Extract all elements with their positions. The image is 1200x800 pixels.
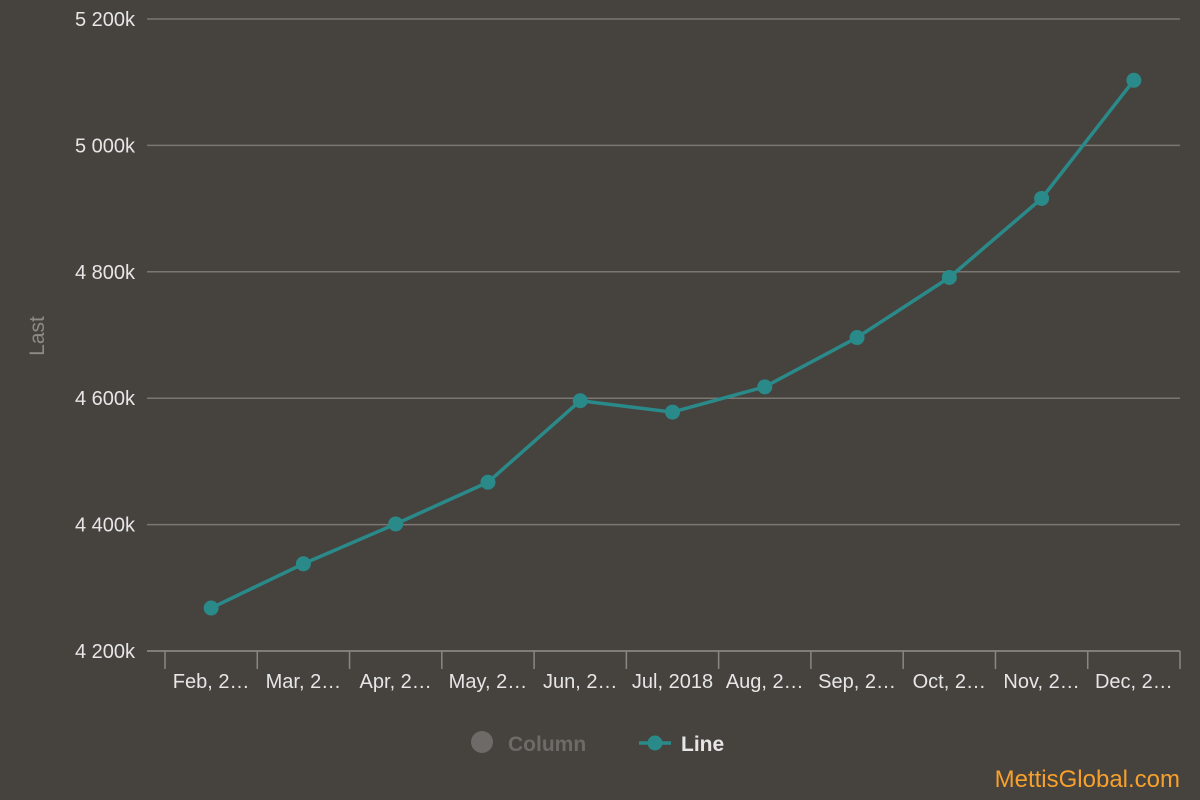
y-tick-label: 4 200k [75, 641, 136, 663]
x-tick-label: Feb, 2… [173, 671, 250, 693]
x-axis: Feb, 2… Mar, 2… Apr, 2… May, 2… Jun, 2… Jul, … [147, 650, 1181, 693]
series-line-path [210, 79, 1136, 610]
data-point[interactable] [1126, 72, 1142, 88]
x-tick-label: Sep, 2… [818, 671, 896, 693]
legend-line-marker-icon[interactable] [647, 735, 663, 751]
legend: Column Line [471, 731, 724, 756]
x-tick-label: Jun, 2… [543, 671, 617, 693]
data-point[interactable] [572, 393, 588, 409]
y-tick-label: 5 000k [75, 135, 136, 157]
y-tick-label: 4 800k [75, 262, 136, 284]
y-tick-label: 4 400k [75, 515, 136, 537]
data-point[interactable] [757, 379, 773, 395]
x-tick-label: May, 2… [449, 671, 528, 693]
y-tick-label: 5 200k [75, 9, 136, 31]
x-tick-label: Aug, 2… [726, 671, 804, 693]
y-tick-label: 4 600k [75, 388, 136, 410]
data-point[interactable] [203, 600, 219, 616]
data-point[interactable] [388, 516, 404, 532]
data-point[interactable] [941, 269, 957, 285]
legend-column-label[interactable]: Column [508, 733, 586, 756]
grid-lines [147, 18, 1180, 652]
data-point[interactable] [665, 404, 680, 420]
y-axis-tick-labels: 4 200k 4 400k 4 600k 4 800k 5 000k 5 200k [75, 9, 136, 663]
legend-line-label[interactable]: Line [681, 733, 724, 756]
x-tick-label: Dec, 2… [1095, 671, 1173, 693]
data-point[interactable] [849, 330, 865, 346]
series-line [203, 72, 1142, 616]
x-tick-label: Mar, 2… [266, 671, 342, 693]
y-axis-title: Last [26, 316, 49, 356]
data-point[interactable] [1034, 190, 1050, 206]
x-tick-label: Apr, 2… [360, 671, 432, 693]
legend-column-icon[interactable] [471, 731, 493, 753]
x-tick-label: Nov, 2… [1003, 671, 1079, 693]
x-tick-label: Jul, 2018 [632, 671, 713, 693]
x-tick-label: Oct, 2… [913, 671, 986, 693]
data-point[interactable] [480, 474, 496, 490]
watermark: MettisGlobal.com [994, 766, 1180, 793]
data-point[interactable] [295, 556, 311, 572]
